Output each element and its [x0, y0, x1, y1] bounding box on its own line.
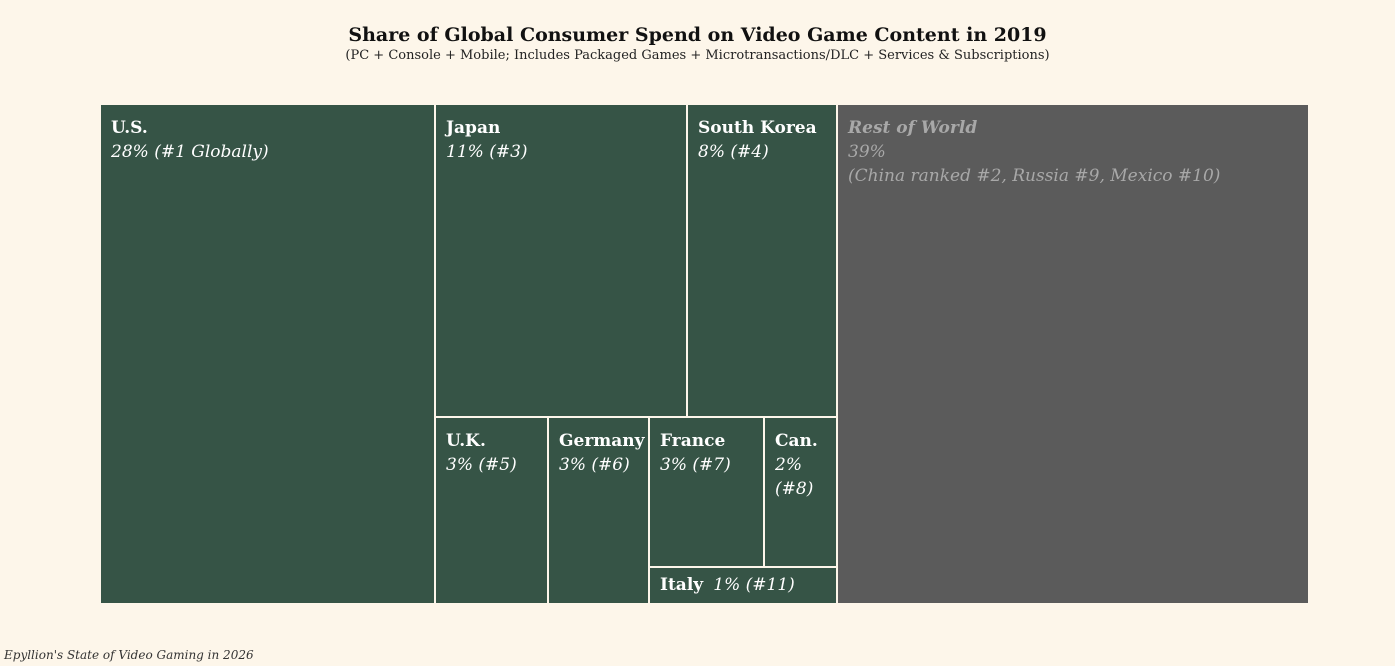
tile-value: 28% (#1 Globally): [111, 142, 269, 162]
chart-subtitle: (PC + Console + Mobile; Includes Package…: [345, 48, 1050, 63]
tile-uk[interactable]: U.K. 3% (#5): [435, 417, 548, 604]
tile-label: Japan: [446, 118, 501, 138]
treemap: U.S. 28% (#1 Globally) Japan 11% (#3) So…: [100, 104, 1309, 604]
tile-value: 1% (#11): [713, 575, 795, 595]
tile-value: 2% (#8): [775, 455, 814, 499]
chart-title: Share of Global Consumer Spend on Video …: [348, 24, 1047, 46]
tile-label: South Korea: [698, 118, 817, 138]
tile-label: Italy: [660, 575, 704, 595]
tile-value: 3% (#6): [559, 455, 630, 475]
tile-rest-of-world[interactable]: Rest of World 39% (China ranked #2, Russ…: [837, 104, 1309, 604]
tile-label: U.S.: [111, 118, 148, 138]
tile-value: 3% (#5): [446, 455, 517, 475]
tile-label: Can.: [775, 431, 818, 451]
tile-germany[interactable]: Germany 3% (#6): [548, 417, 649, 604]
tile-value: 8% (#4): [698, 142, 769, 162]
tile-label: U.K.: [446, 431, 486, 451]
tile-south-korea[interactable]: South Korea 8% (#4): [687, 104, 837, 417]
tile-canada[interactable]: Can. 2% (#8): [764, 417, 837, 567]
tile-value: 3% (#7): [660, 455, 731, 475]
tile-note: (China ranked #2, Russia #9, Mexico #10): [848, 166, 1221, 186]
tile-japan[interactable]: Japan 11% (#3): [435, 104, 687, 417]
tile-label: Rest of World: [848, 118, 978, 138]
tile-france[interactable]: France 3% (#7): [649, 417, 764, 567]
tile-us[interactable]: U.S. 28% (#1 Globally): [100, 104, 435, 604]
tile-label: Germany: [559, 431, 645, 451]
tile-italy[interactable]: Italy 1% (#11): [649, 567, 837, 604]
tile-label: France: [660, 431, 726, 451]
source-note: Epyllion's State of Video Gaming in 2026: [4, 648, 254, 662]
tile-value: 11% (#3): [446, 142, 528, 162]
tile-value: 39%: [848, 142, 886, 162]
